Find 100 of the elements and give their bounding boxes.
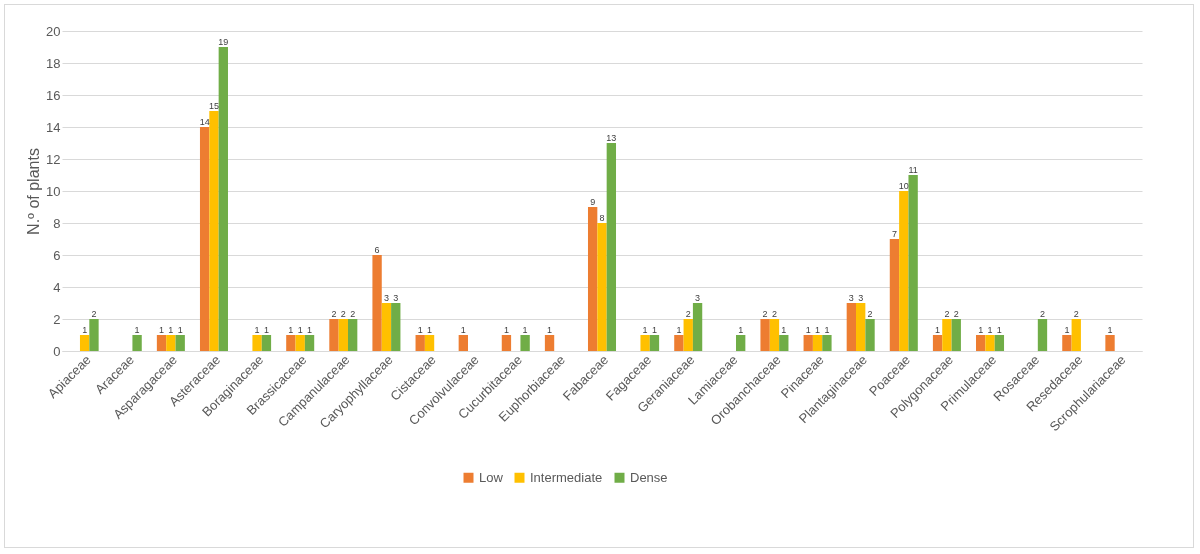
bar	[199, 127, 210, 351]
y-tick-label: 10	[46, 183, 61, 199]
data-label: 1	[134, 325, 140, 335]
data-label: 2	[350, 309, 356, 319]
data-label: 1	[676, 325, 682, 335]
data-label: 1	[417, 325, 423, 335]
data-label: 3	[695, 293, 701, 303]
data-label: 1	[1107, 325, 1113, 335]
data-label: 9	[590, 197, 596, 207]
bar	[942, 319, 952, 351]
bar	[649, 335, 660, 351]
data-label: 2	[944, 309, 950, 319]
bar	[736, 335, 746, 351]
data-label: 1	[781, 325, 787, 335]
bar	[587, 207, 598, 351]
bar	[347, 319, 358, 351]
bar	[156, 335, 167, 351]
bar	[822, 335, 832, 351]
data-label: 1	[987, 325, 993, 335]
bar	[372, 255, 382, 351]
legend-label: Intermediate	[530, 469, 603, 485]
bar	[218, 47, 228, 351]
bar	[976, 335, 986, 351]
bar	[1062, 335, 1072, 351]
data-label: 8	[599, 213, 605, 223]
data-label: 3	[393, 293, 399, 303]
y-tick-label: 20	[46, 23, 61, 39]
data-label: 1	[503, 325, 509, 335]
bar	[458, 335, 468, 351]
data-label: 1	[307, 325, 313, 335]
bar	[597, 223, 607, 351]
data-label: 3	[848, 293, 854, 303]
y-tick-label: 12	[46, 151, 61, 167]
data-label: 7	[891, 229, 897, 239]
bar	[252, 335, 262, 351]
bar	[1105, 335, 1115, 351]
bar	[606, 143, 617, 351]
y-tick-label: 8	[53, 215, 61, 231]
data-label: 1	[297, 325, 303, 335]
bar	[329, 319, 339, 351]
bar	[769, 319, 780, 351]
data-label: 2	[331, 309, 337, 319]
y-tick-label: 2	[53, 311, 61, 327]
bar	[985, 335, 995, 351]
bar	[932, 335, 943, 351]
bar	[175, 335, 185, 351]
data-label: 1	[177, 325, 183, 335]
data-label: 1	[168, 325, 174, 335]
y-axis-title: N.º of plants	[25, 148, 43, 235]
data-label: 1	[288, 325, 294, 335]
bar	[846, 303, 857, 351]
bar	[889, 239, 900, 351]
bar	[1071, 319, 1081, 351]
data-label: 2	[867, 309, 873, 319]
data-label: 1	[824, 325, 830, 335]
bar	[79, 335, 90, 351]
data-label: 1	[738, 325, 744, 335]
data-label: 1	[1064, 325, 1070, 335]
bar	[304, 335, 315, 351]
data-label: 2	[762, 309, 768, 319]
data-label: 1	[522, 325, 528, 335]
data-label: 1	[996, 325, 1002, 335]
data-label: 1	[651, 325, 657, 335]
data-label: 1	[642, 325, 648, 335]
data-label: 3	[383, 293, 389, 303]
bar	[692, 303, 703, 351]
data-label: 1	[805, 325, 811, 335]
bar	[295, 335, 305, 351]
legend-label: Dense	[630, 469, 668, 485]
data-label: 19	[218, 37, 229, 47]
bar	[209, 111, 219, 351]
data-label: 1	[815, 325, 821, 335]
data-label: 2	[1039, 309, 1045, 319]
data-label: 1	[460, 325, 466, 335]
bar	[865, 319, 875, 351]
data-label: 2	[1073, 309, 1079, 319]
data-label: 2	[91, 309, 97, 319]
y-tick-label: 4	[53, 279, 61, 295]
bar	[338, 319, 348, 351]
data-label: 1	[254, 325, 260, 335]
data-label: 2	[953, 309, 959, 319]
data-label: 3	[858, 293, 864, 303]
data-label: 15	[208, 101, 219, 111]
bar	[1037, 319, 1048, 351]
bar	[899, 191, 909, 351]
y-tick-label: 18	[46, 55, 61, 71]
bar	[994, 335, 1005, 351]
data-label: 11	[908, 165, 918, 175]
y-tick-label: 0	[53, 343, 61, 359]
bar	[812, 335, 823, 351]
bar	[683, 319, 693, 351]
bar	[424, 335, 435, 351]
data-label: 1	[978, 325, 984, 335]
bar	[381, 303, 392, 351]
data-label: 2	[685, 309, 691, 319]
data-label: 2	[771, 309, 777, 319]
bar	[415, 335, 425, 351]
bar	[803, 335, 813, 351]
y-tick-label: 14	[46, 119, 61, 135]
data-label: 1	[547, 325, 553, 335]
